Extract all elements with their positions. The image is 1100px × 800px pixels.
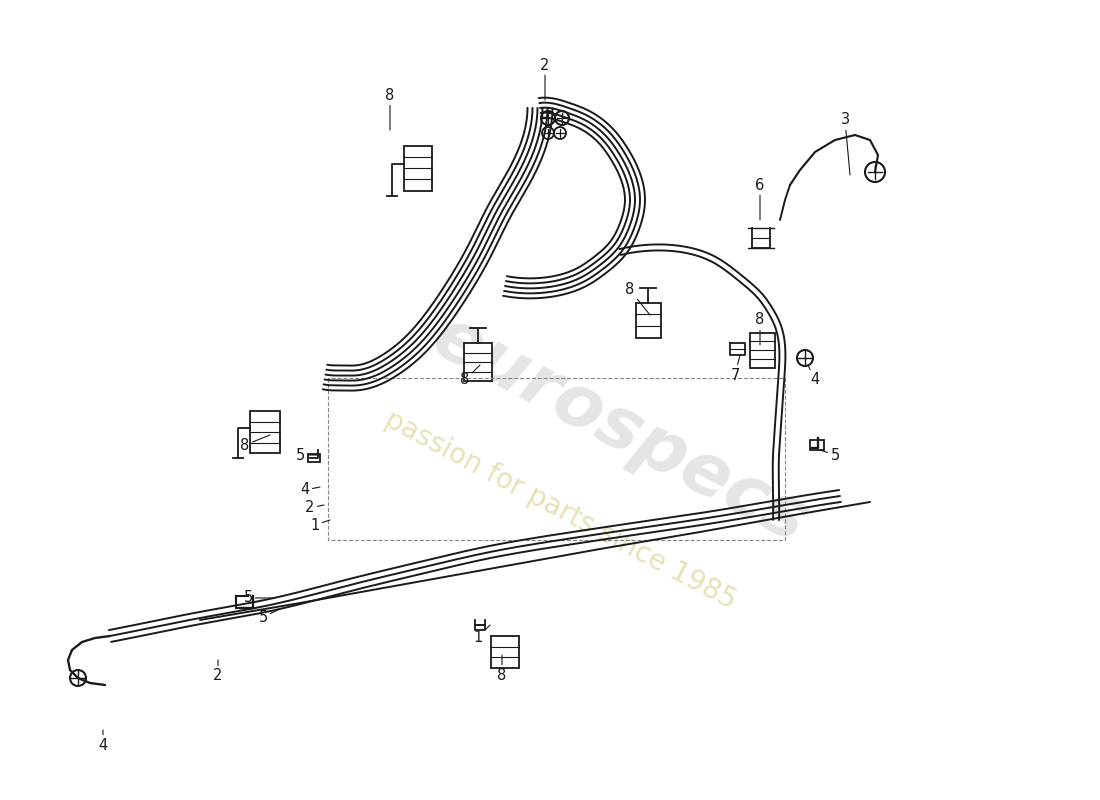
Circle shape bbox=[865, 162, 886, 182]
Text: 4: 4 bbox=[98, 730, 108, 753]
Bar bbox=[250, 411, 280, 453]
Bar bbox=[810, 440, 824, 450]
Text: 5: 5 bbox=[258, 610, 278, 625]
Text: 2: 2 bbox=[306, 501, 324, 515]
Bar bbox=[464, 343, 492, 381]
Text: 8: 8 bbox=[461, 365, 480, 387]
Bar bbox=[636, 302, 660, 338]
Circle shape bbox=[554, 127, 566, 139]
Text: 8: 8 bbox=[626, 282, 650, 315]
Text: 5: 5 bbox=[243, 590, 275, 606]
Text: 5: 5 bbox=[820, 447, 839, 462]
Bar bbox=[404, 146, 432, 190]
Text: 8: 8 bbox=[497, 655, 507, 682]
Bar bbox=[308, 454, 320, 462]
Text: 4: 4 bbox=[808, 365, 820, 387]
Text: 8: 8 bbox=[756, 313, 764, 345]
Circle shape bbox=[798, 350, 813, 366]
Circle shape bbox=[542, 127, 554, 139]
Text: 8: 8 bbox=[385, 87, 395, 130]
Text: eurospecs: eurospecs bbox=[420, 302, 820, 558]
Text: 5: 5 bbox=[296, 447, 320, 462]
Text: 6: 6 bbox=[756, 178, 764, 220]
Text: 8: 8 bbox=[241, 435, 270, 453]
Text: 4: 4 bbox=[300, 482, 320, 498]
Text: 7: 7 bbox=[730, 355, 740, 382]
Text: 1: 1 bbox=[310, 518, 330, 533]
Text: 1: 1 bbox=[473, 625, 490, 645]
Text: 2: 2 bbox=[540, 58, 550, 100]
Bar bbox=[491, 636, 519, 668]
Text: passion for parts since 1985: passion for parts since 1985 bbox=[379, 406, 740, 614]
Text: 2: 2 bbox=[213, 660, 222, 683]
Circle shape bbox=[541, 111, 556, 125]
Circle shape bbox=[70, 670, 86, 686]
Text: 3: 3 bbox=[840, 113, 850, 175]
Circle shape bbox=[556, 111, 569, 125]
Bar bbox=[749, 333, 774, 367]
